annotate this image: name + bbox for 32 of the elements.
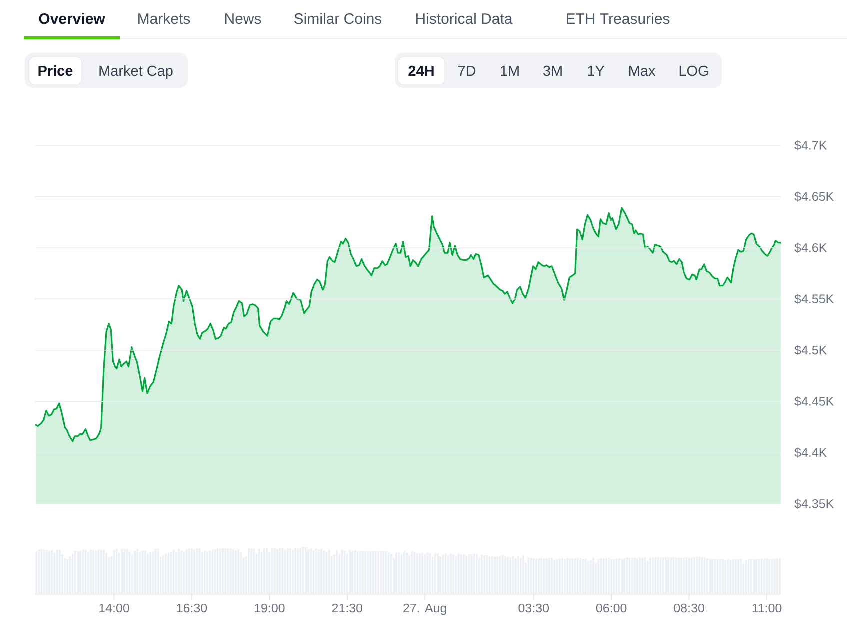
y-tick-label: $4.35K: [794, 498, 834, 510]
text: Markets: [138, 13, 190, 24]
y-tick-label: $4.5K: [794, 345, 828, 356]
text: 24H: [408, 66, 434, 76]
text: LOG: [680, 66, 708, 76]
y-tick-label: $4.4K: [794, 448, 828, 458]
text: Max: [629, 66, 656, 76]
x-tick-label: 21:30: [332, 604, 363, 613]
x-tick-label: 14:00: [100, 604, 130, 613]
text: ETH Treasuries: [566, 13, 670, 24]
y-tick-label: $4.45K: [794, 396, 834, 407]
x-tick-label: 16:30: [177, 604, 208, 613]
text: Similar Coins: [294, 13, 382, 24]
x-tick-label: 03:30: [518, 604, 550, 613]
y-tick-label: $4.7K: [794, 140, 828, 151]
x-tick-label: 19:00: [255, 604, 285, 613]
text: Overview: [39, 13, 106, 24]
x-tick-label: 08:30: [674, 604, 704, 613]
y-tick-label: $4.65K: [794, 192, 834, 202]
x-tick-label: 11:00: [752, 604, 782, 613]
text: Historical Data: [416, 13, 513, 24]
text: 1Y: [588, 66, 605, 76]
text: 7D: [458, 66, 476, 76]
text: Market Cap: [100, 65, 173, 79]
text: 1M: [501, 66, 519, 76]
y-tick-label: $4.55K: [794, 294, 834, 304]
x-tick-label: 27. Aug: [404, 604, 446, 616]
text: 3M: [543, 66, 562, 76]
y-tick-label: $4.6K: [794, 242, 828, 254]
text: Price: [38, 65, 73, 76]
x-tick-label: 06:00: [596, 604, 627, 613]
text: News: [225, 14, 262, 24]
